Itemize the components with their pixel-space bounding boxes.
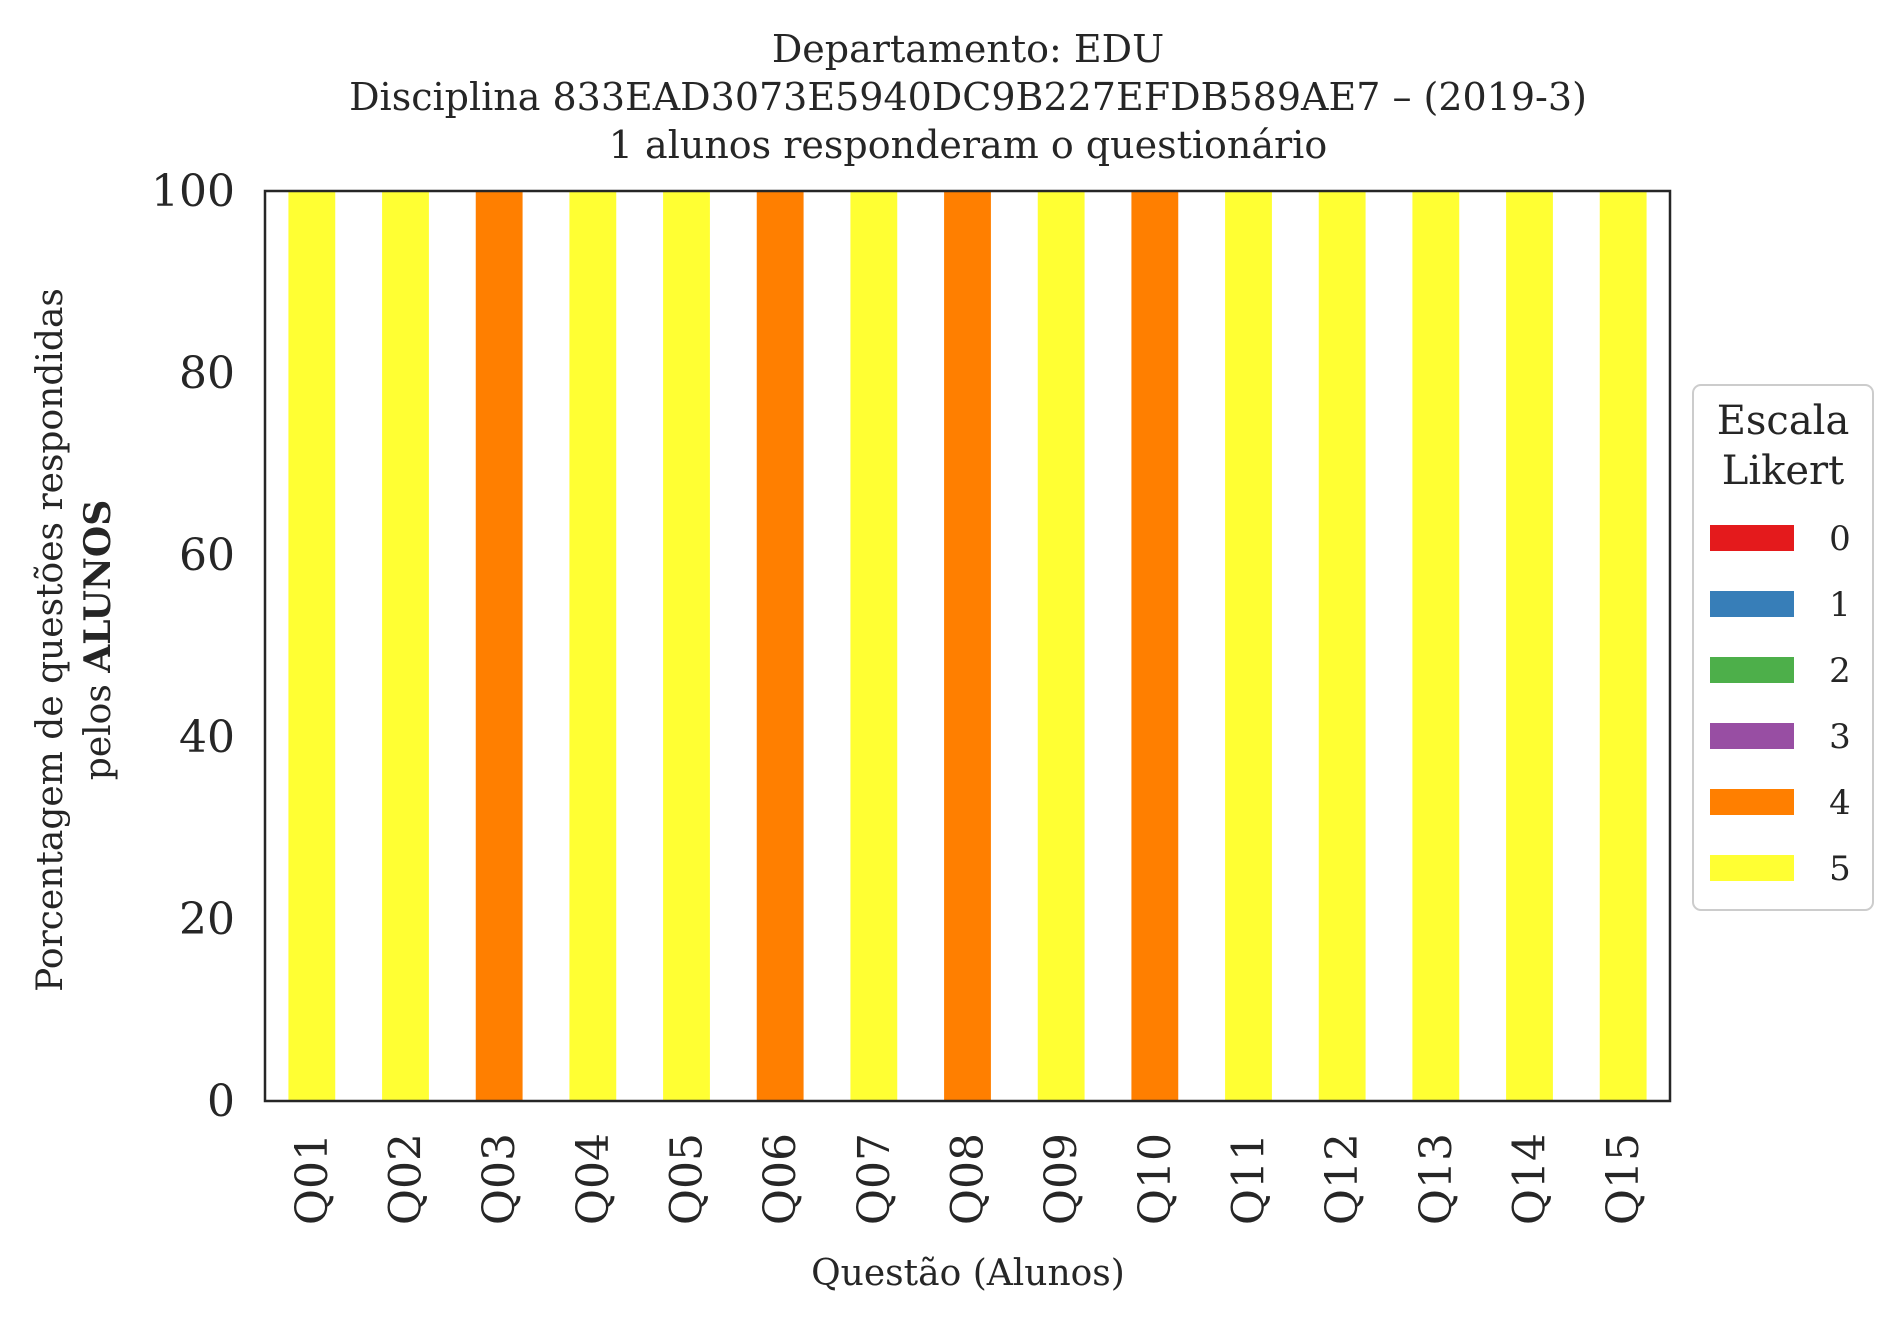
y-axis-ticks: 0 20 40 60 80 100	[151, 166, 235, 1127]
bar-Q13-likert-5	[1412, 191, 1460, 1101]
bar-Q15-likert-5	[1599, 191, 1647, 1101]
y-axis-label-line-1: Porcentagem de questões respondidas	[30, 288, 71, 992]
x-axis-ticks: Q01 Q02 Q03 Q04 Q05 Q06 Q07 Q08 Q09 Q10 Q11 Q12 Q13 Q…	[287, 1133, 1649, 1225]
legend-title-line-2: Likert	[1722, 448, 1844, 494]
y-tick-label-20: 20	[179, 894, 235, 945]
x-axis-label: Questão (Alunos)	[811, 1253, 1125, 1294]
x-tick-label-Q04: Q04	[568, 1133, 619, 1225]
legend-label-3: 3	[1829, 717, 1851, 757]
legend-swatch-4	[1710, 789, 1794, 815]
legend-swatch-0	[1710, 525, 1794, 551]
bar-Q12-likert-5	[1318, 191, 1366, 1101]
bar-Q07-likert-5	[850, 191, 898, 1101]
x-tick-label-Q02: Q02	[381, 1133, 432, 1225]
x-tick-label-Q11: Q11	[1224, 1133, 1275, 1225]
legend-label-0: 0	[1829, 519, 1851, 559]
bar-Q10-likert-4	[1131, 191, 1179, 1101]
x-tick-label-Q14: Q14	[1505, 1133, 1556, 1225]
legend-title-line-1: Escala	[1717, 398, 1850, 444]
x-tick-label-Q08: Q08	[943, 1133, 994, 1225]
y-axis-label-line-2: pelos ALUNOS	[77, 500, 119, 780]
legend-swatch-3	[1710, 723, 1794, 749]
y-tick-label-80: 80	[179, 348, 235, 399]
bar-Q11-likert-5	[1225, 191, 1272, 1101]
x-tick-label-Q15: Q15	[1598, 1133, 1649, 1225]
chart-title-line-3: 1 alunos responderam o questionário	[609, 123, 1327, 167]
x-tick-label-Q06: Q06	[755, 1133, 806, 1225]
bar-Q08-likert-4	[944, 191, 991, 1101]
chart-title-line-1: Departamento: EDU	[772, 27, 1164, 71]
bar-Q09-likert-5	[1037, 191, 1085, 1101]
x-tick-label-Q12: Q12	[1317, 1133, 1368, 1225]
legend: Escala Likert 0 1 2 3 4 5	[1692, 384, 1874, 911]
legend-label-1: 1	[1829, 585, 1851, 625]
bar-Q04-likert-5	[569, 191, 617, 1101]
bar-Q05-likert-5	[663, 191, 710, 1101]
legend-swatch-5	[1710, 855, 1794, 881]
legend-swatch-1	[1710, 591, 1794, 617]
x-tick-label-Q13: Q13	[1411, 1133, 1462, 1225]
bar-Q01-likert-5	[288, 191, 336, 1101]
legend-items: 0 1 2 3 4 5	[1710, 519, 1851, 889]
bar-Q06-likert-4	[756, 191, 804, 1101]
bar-Q14-likert-5	[1506, 191, 1553, 1101]
axes-frame	[263, 189, 1672, 1103]
bar-Q03-likert-4	[475, 191, 523, 1101]
x-tick-label-Q05: Q05	[662, 1133, 713, 1225]
bar-Q02-likert-5	[382, 191, 429, 1101]
x-tick-label-Q01: Q01	[287, 1133, 338, 1225]
x-tick-label-Q07: Q07	[849, 1133, 900, 1225]
legend-label-2: 2	[1829, 651, 1851, 691]
legend-frame	[1692, 384, 1874, 911]
y-tick-label-100: 100	[151, 166, 235, 217]
x-tick-label-Q09: Q09	[1036, 1133, 1087, 1225]
y-axis-label-prefix: pelos	[78, 673, 119, 780]
chart-title-line-2: Disciplina 833EAD3073E5940DC9B227EFDB589…	[349, 75, 1587, 119]
x-tick-label-Q03: Q03	[474, 1133, 525, 1225]
x-tick-label-Q10: Q10	[1130, 1133, 1181, 1225]
legend-label-5: 5	[1829, 849, 1851, 889]
y-tick-label-0: 0	[207, 1076, 235, 1127]
y-tick-label-60: 60	[179, 530, 235, 581]
plot-area	[263, 189, 1672, 1103]
legend-label-4: 4	[1829, 783, 1851, 823]
y-tick-label-40: 40	[179, 712, 235, 763]
y-axis-label-bold: ALUNOS	[77, 500, 119, 674]
legend-swatch-2	[1710, 657, 1794, 683]
